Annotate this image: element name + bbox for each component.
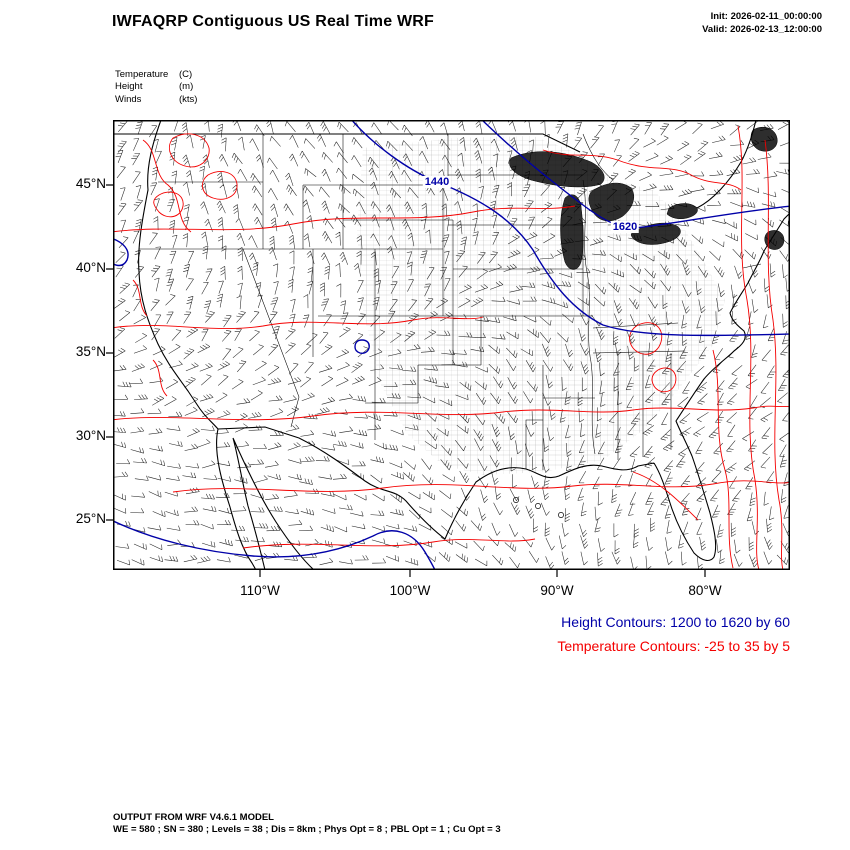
legend-field-unit: (C) (179, 69, 193, 80)
map-area: 1440 1620 (106, 120, 790, 577)
field-legend: Temperature (C) Height (m) Winds (kts) (115, 69, 197, 106)
lat-tick-label: 25°N (75, 511, 106, 526)
temperature-contour-range-note: Temperature Contours: -25 to 35 by 5 (557, 638, 790, 654)
legend-field-unit: (kts) (179, 93, 198, 105)
legend-field-name: Temperature (115, 69, 169, 80)
legend-row-temperature: Temperature (C) (115, 69, 197, 81)
height-contour-label: 1440 (422, 176, 452, 188)
map-frame (113, 120, 790, 570)
county-boundaries-texture (357, 136, 725, 475)
calm-wind-icon (513, 497, 564, 518)
temperature-contours (113, 125, 790, 570)
init-time-label: Init: 2026-02-11_00:00:00 (710, 11, 822, 22)
model-output-note: OUTPUT FROM WRF V4.6.1 MODEL (113, 812, 274, 823)
height-contour-label: 1620 (610, 221, 640, 233)
lon-tick-label: 80°W (688, 583, 722, 598)
valid-time-label: Valid: 2026-02-13_12:00:00 (702, 23, 822, 35)
legend-field-name: Height (115, 81, 143, 93)
lat-tick-label: 45°N (75, 176, 106, 191)
lon-tick-label: 110°W (240, 583, 280, 598)
legend-field-name: Winds (115, 93, 142, 105)
axis-ticks (106, 184, 706, 577)
lon-tick-label: 100°W (389, 583, 431, 598)
legend-field-unit: (m) (179, 81, 194, 93)
height-contour-range-note: Height Contours: 1200 to 1620 by 60 (561, 614, 790, 630)
lon-tick-label: 90°W (540, 583, 574, 598)
legend-row-winds: Winds (kts) (115, 94, 197, 106)
model-config-note: WE = 580 ; SN = 380 ; Levels = 38 ; Dis … (113, 824, 501, 835)
page-title: IWFAQRP Contiguous US Real Time WRF (112, 13, 434, 30)
great-lakes (509, 127, 785, 270)
lat-tick-label: 30°N (75, 428, 106, 443)
legend-row-height: Height (m) (115, 81, 197, 93)
wind-barbs-layer (113, 120, 790, 570)
lat-tick-label: 40°N (75, 260, 106, 275)
run-info: Init: 2026-02-11_00:00:00 Valid: 2026-02… (702, 11, 822, 36)
map-canvas (106, 120, 790, 577)
lat-tick-label: 35°N (75, 344, 106, 359)
state-boundaries (139, 133, 762, 470)
